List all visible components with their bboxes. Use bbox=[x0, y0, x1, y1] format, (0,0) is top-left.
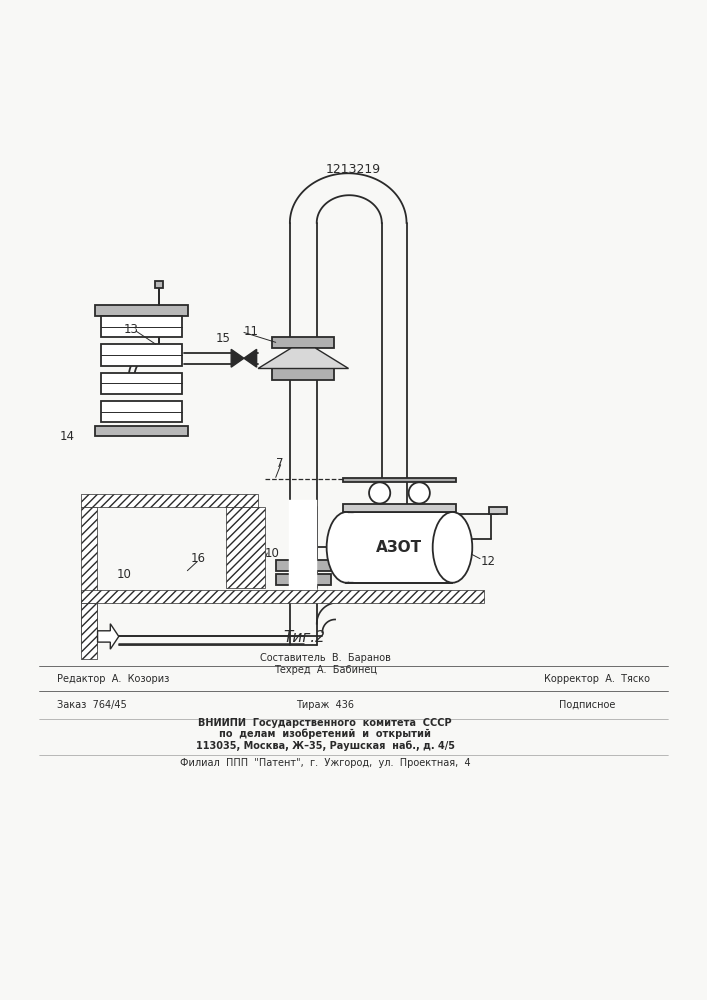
Bar bbox=[155, 281, 163, 288]
Text: 10: 10 bbox=[265, 547, 280, 560]
Text: Заказ  764/45: Заказ 764/45 bbox=[57, 700, 127, 710]
Bar bbox=[81, 603, 97, 659]
Bar bbox=[81, 590, 484, 603]
Bar bbox=[100, 316, 182, 337]
Bar bbox=[289, 500, 317, 595]
Bar bbox=[343, 504, 456, 512]
Bar bbox=[272, 337, 334, 348]
Text: Τиг.2: Τиг.2 bbox=[283, 630, 325, 645]
Bar bbox=[81, 507, 97, 648]
Bar bbox=[276, 560, 331, 571]
Text: 1213219: 1213219 bbox=[326, 163, 381, 176]
Text: ВНИИПИ  Государственного  комитета  СССР: ВНИИПИ Государственного комитета СССР bbox=[199, 718, 452, 728]
Text: Тираж  436: Тираж 436 bbox=[296, 700, 354, 710]
Text: Подписное: Подписное bbox=[559, 700, 615, 710]
Ellipse shape bbox=[433, 512, 472, 583]
Polygon shape bbox=[98, 624, 119, 649]
Text: Филиал  ППП  "Патент",  г.  Ужгород,  ул.  Проектная,  4: Филиал ППП "Патент", г. Ужгород, ул. Про… bbox=[180, 758, 471, 768]
Text: Техред  А.  Бабинец: Техред А. Бабинец bbox=[274, 665, 377, 675]
Text: Редактор  А.  Козориз: Редактор А. Козориз bbox=[57, 674, 169, 684]
Polygon shape bbox=[244, 349, 257, 367]
Text: 11: 11 bbox=[244, 325, 259, 338]
Text: 16: 16 bbox=[190, 552, 206, 565]
Text: 15: 15 bbox=[216, 332, 231, 345]
Polygon shape bbox=[231, 349, 244, 367]
Bar bbox=[100, 373, 182, 394]
Bar bbox=[272, 368, 334, 380]
Text: 12: 12 bbox=[481, 555, 496, 568]
Bar bbox=[100, 344, 182, 366]
Bar bbox=[343, 478, 456, 482]
Text: 113035, Москва, Ж–35, Раушская  наб., д. 4/5: 113035, Москва, Ж–35, Раушская наб., д. … bbox=[196, 740, 455, 751]
Bar bbox=[346, 512, 452, 583]
Text: 13: 13 bbox=[123, 323, 139, 336]
Text: 14: 14 bbox=[59, 430, 75, 443]
Bar bbox=[276, 574, 331, 585]
Text: по  делам  изобретений  и  открытий: по делам изобретений и открытий bbox=[219, 729, 431, 739]
Bar bbox=[100, 401, 182, 422]
Text: Корректор  А.  Тяско: Корректор А. Тяско bbox=[544, 674, 650, 684]
Bar bbox=[226, 507, 265, 588]
Bar bbox=[95, 426, 188, 436]
Bar bbox=[95, 305, 188, 316]
Ellipse shape bbox=[327, 512, 366, 583]
Text: Составитель  В.  Баранов: Составитель В. Баранов bbox=[259, 653, 391, 663]
Text: АЗОТ: АЗОТ bbox=[376, 540, 423, 555]
Bar bbox=[349, 513, 450, 581]
Text: 10: 10 bbox=[116, 568, 132, 581]
Bar bbox=[81, 494, 258, 507]
Polygon shape bbox=[258, 348, 349, 368]
Bar bbox=[489, 507, 507, 514]
Text: 7: 7 bbox=[276, 457, 283, 470]
Ellipse shape bbox=[409, 482, 430, 504]
Ellipse shape bbox=[369, 482, 390, 504]
